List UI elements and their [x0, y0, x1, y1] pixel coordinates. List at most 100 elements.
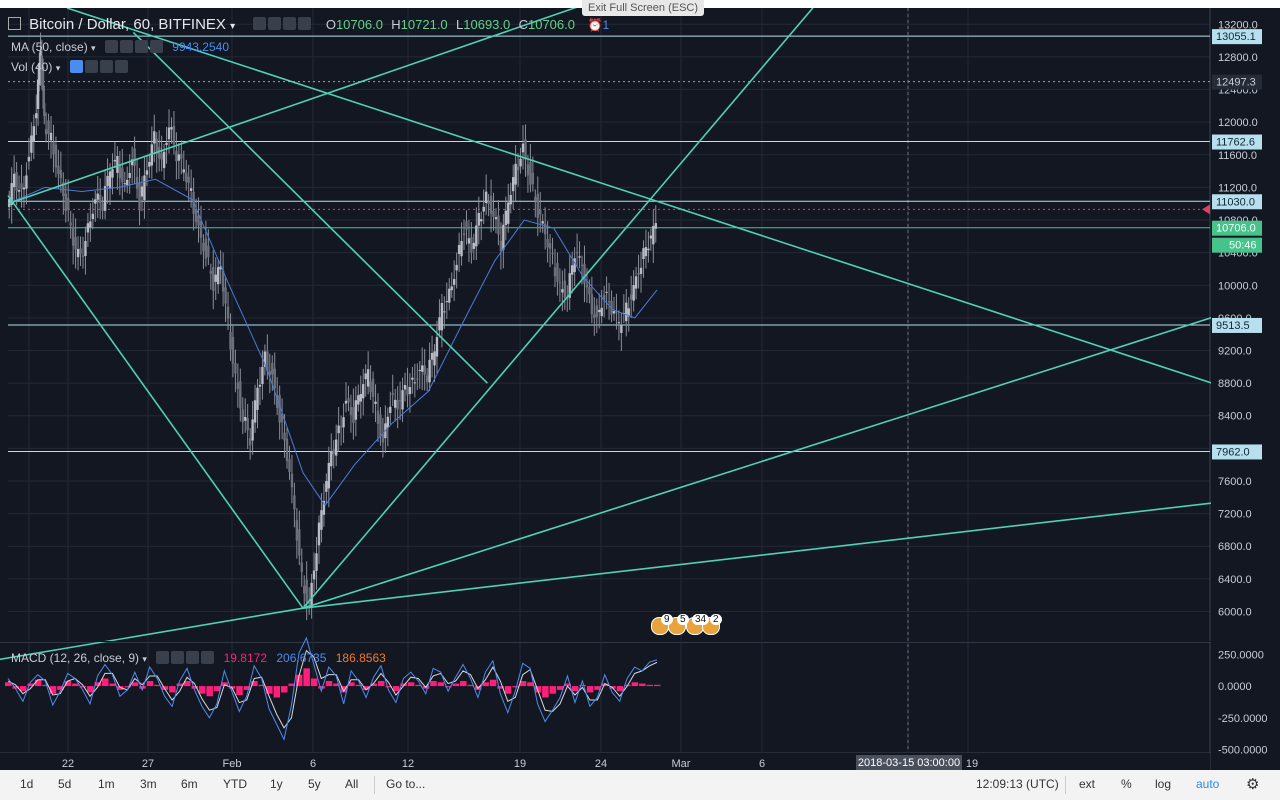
candle-body	[381, 434, 385, 443]
plus-icon[interactable]	[186, 651, 200, 664]
histogram-bar	[131, 682, 139, 687]
range-1d[interactable]: 1d	[20, 777, 34, 791]
histogram-bar	[325, 681, 333, 687]
price-tick-label: 6400.0	[1218, 574, 1252, 586]
range-6m[interactable]: 6m	[181, 777, 198, 791]
candle-body	[507, 202, 510, 224]
price-tag	[1212, 317, 1262, 333]
close-icon[interactable]	[149, 40, 163, 53]
candle-body	[339, 426, 343, 428]
log-toggle[interactable]: log	[1155, 777, 1172, 791]
candle-body	[216, 267, 220, 285]
candle-body	[588, 287, 591, 295]
event-count: 34	[692, 614, 710, 625]
chevron-down-icon[interactable]: ▾	[91, 43, 96, 54]
gear-icon[interactable]	[268, 16, 282, 30]
close-icon[interactable]	[201, 651, 215, 664]
candle-body	[605, 291, 608, 293]
goto-button[interactable]: Go to...	[386, 777, 426, 791]
candle-body	[504, 210, 508, 225]
signal-line	[7, 649, 658, 729]
auto-toggle[interactable]: auto	[1196, 777, 1220, 791]
gear-icon[interactable]	[119, 40, 133, 53]
range-5d[interactable]: 5d	[58, 777, 72, 791]
price-tick-label: 6000.0	[1218, 606, 1252, 618]
time-tick-label: Mar	[672, 758, 691, 770]
candle-body	[568, 273, 571, 298]
candle-body	[531, 172, 535, 184]
eye-icon[interactable]	[104, 40, 118, 53]
price-tag-label: 9513.5	[1216, 320, 1250, 332]
exit-fullscreen-button[interactable]: Exit Full Screen (ESC)	[582, 0, 704, 16]
symbol-title[interactable]: Bitcoin / Dollar, 60, BITFINEX	[29, 16, 226, 33]
trendlines[interactable]	[0, 0, 1262, 677]
candle-body	[143, 175, 146, 201]
plus-icon[interactable]	[283, 16, 297, 30]
ma-buttons[interactable]	[104, 40, 165, 56]
candle-body	[389, 406, 392, 413]
candle-body	[450, 286, 453, 291]
gear-icon[interactable]	[171, 651, 185, 664]
candle-body	[145, 170, 149, 175]
histogram-bar	[601, 683, 609, 687]
candle-body	[27, 156, 31, 162]
candle-body	[148, 161, 151, 167]
range-5y[interactable]: 5y	[308, 777, 321, 791]
range-all[interactable]: All	[345, 777, 359, 791]
macd-buttons[interactable]	[156, 651, 216, 667]
eye-icon[interactable]	[253, 16, 267, 30]
eye-icon[interactable]	[69, 60, 83, 73]
candle-body	[349, 406, 353, 415]
gear-icon[interactable]: ⚙	[1246, 776, 1260, 793]
alarm-clock-icon[interactable]: ⏰	[587, 18, 603, 32]
candle-body	[462, 233, 466, 236]
percent-toggle[interactable]: %	[1121, 777, 1132, 791]
chevron-down-icon[interactable]: ▾	[55, 63, 61, 74]
plus-icon[interactable]	[99, 60, 113, 73]
candle-body	[452, 279, 456, 285]
series-buttons[interactable]	[253, 16, 313, 34]
histogram-bar	[79, 686, 87, 688]
histogram-bar	[586, 686, 594, 693]
eye-icon[interactable]	[156, 651, 170, 664]
candle-body	[30, 135, 33, 153]
candle-body	[202, 242, 205, 252]
vol-buttons[interactable]	[69, 60, 130, 76]
candle-body	[590, 294, 594, 315]
range-1y[interactable]: 1y	[270, 777, 283, 791]
histogram-bar	[430, 681, 437, 687]
ext-toggle[interactable]: ext	[1079, 777, 1096, 791]
candle-body	[570, 265, 574, 275]
range-3m[interactable]: 3m	[140, 777, 157, 791]
candle-body	[398, 400, 402, 402]
gear-icon[interactable]	[84, 60, 98, 73]
close-icon[interactable]	[114, 60, 128, 73]
candle-body	[160, 153, 163, 160]
chevron-down-icon[interactable]: ▾	[142, 654, 147, 665]
candle-body	[229, 331, 232, 350]
close-label: C	[518, 17, 528, 32]
range-ytd[interactable]: YTD	[223, 777, 247, 791]
candle-body	[445, 301, 449, 303]
macd-line	[7, 636, 658, 741]
candle-body	[86, 223, 90, 233]
vol-label[interactable]: Vol (40)	[11, 60, 53, 75]
range-1m[interactable]: 1m	[98, 777, 115, 791]
candle-body	[413, 382, 417, 384]
macd-label[interactable]: MACD (12, 26, close, 9)	[11, 651, 140, 666]
close-icon[interactable]	[298, 16, 312, 30]
trendline	[0, 607, 304, 661]
plus-icon[interactable]	[134, 40, 148, 53]
histogram-bar	[258, 684, 266, 687]
chevron-down-icon[interactable]: ▾	[230, 21, 236, 32]
candle-body	[290, 473, 294, 488]
candle-body	[219, 266, 222, 270]
utc-clock[interactable]: 12:09:13 (UTC)	[976, 777, 1059, 791]
candle-body	[224, 287, 227, 304]
collapse-toggle-icon[interactable]	[8, 17, 21, 30]
histogram-bar	[64, 681, 72, 687]
candle-body	[126, 179, 129, 185]
ma-label[interactable]: MA (50, close)	[11, 40, 88, 55]
candle-body	[89, 221, 92, 228]
